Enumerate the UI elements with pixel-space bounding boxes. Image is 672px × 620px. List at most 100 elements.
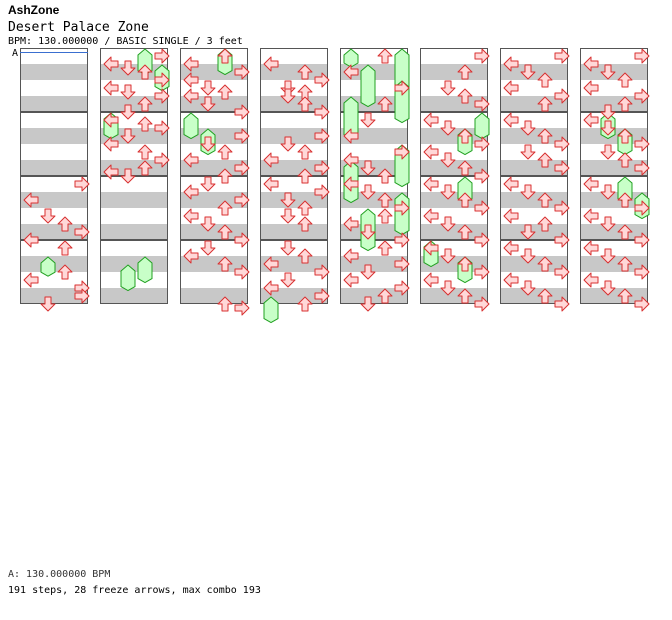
down-arrow-icon [600, 248, 616, 264]
up-arrow-icon [457, 160, 473, 176]
right-arrow-icon [314, 104, 330, 120]
left-arrow-icon [183, 184, 199, 200]
right-arrow-icon [234, 264, 250, 280]
up-arrow-icon [297, 200, 313, 216]
down-arrow-icon [520, 280, 536, 296]
freeze-arrow-icon [360, 64, 376, 108]
beat-stripe [500, 256, 568, 272]
up-arrow-icon [137, 64, 153, 80]
left-arrow-icon [183, 56, 199, 72]
up-arrow-icon [297, 168, 313, 184]
right-arrow-icon [554, 160, 570, 176]
up-arrow-icon [217, 84, 233, 100]
beat-stripe [260, 128, 328, 144]
beat-stripe [580, 288, 648, 304]
down-arrow-icon [520, 64, 536, 80]
down-arrow-icon [200, 96, 216, 112]
right-arrow-icon [394, 256, 410, 272]
right-arrow-icon [634, 264, 650, 280]
down-arrow-icon [200, 240, 216, 256]
down-arrow-icon [280, 136, 296, 152]
right-arrow-icon [314, 288, 330, 304]
up-arrow-icon [297, 216, 313, 232]
beat-stripe [580, 96, 648, 112]
right-arrow-icon [474, 96, 490, 112]
beat-stripe [420, 160, 488, 176]
left-arrow-icon [423, 240, 439, 256]
left-arrow-icon [343, 216, 359, 232]
beat-stripe [580, 160, 648, 176]
up-arrow-icon [537, 128, 553, 144]
down-arrow-icon [600, 120, 616, 136]
beat-stripe [20, 192, 88, 208]
step-stats: 191 steps, 28 freeze arrows, max combo 1… [8, 585, 261, 596]
right-arrow-icon [554, 200, 570, 216]
measure-box [180, 112, 248, 176]
up-arrow-icon [377, 192, 393, 208]
freeze-arrow-icon [474, 112, 490, 140]
right-arrow-icon [154, 88, 170, 104]
right-arrow-icon [554, 264, 570, 280]
beat-stripe [340, 288, 408, 304]
bpm-marker: A [12, 48, 19, 59]
beat-stripe [260, 288, 328, 304]
right-arrow-icon [394, 80, 410, 96]
left-arrow-icon [23, 272, 39, 288]
left-arrow-icon [103, 136, 119, 152]
left-arrow-icon [423, 144, 439, 160]
right-arrow-icon [474, 168, 490, 184]
right-arrow-icon [394, 280, 410, 296]
right-arrow-icon [474, 296, 490, 312]
right-arrow-icon [474, 232, 490, 248]
beat-stripe [340, 256, 408, 272]
beat-stripe [580, 224, 648, 240]
right-arrow-icon [154, 48, 170, 64]
left-arrow-icon [23, 192, 39, 208]
measure-box [260, 112, 328, 176]
down-arrow-icon [120, 168, 136, 184]
down-arrow-icon [600, 144, 616, 160]
freeze-arrow-icon [120, 264, 136, 292]
left-arrow-icon [343, 248, 359, 264]
up-arrow-icon [457, 192, 473, 208]
measure-box [20, 176, 88, 240]
right-arrow-icon [634, 160, 650, 176]
beat-stripe [100, 192, 168, 208]
beat-stripe [20, 288, 88, 304]
beat-stripe [260, 64, 328, 80]
left-arrow-icon [183, 88, 199, 104]
right-arrow-icon [394, 144, 410, 160]
beat-stripe [180, 160, 248, 176]
right-arrow-icon [234, 104, 250, 120]
left-arrow-icon [263, 256, 279, 272]
beat-stripe [500, 288, 568, 304]
beat-stripe [500, 96, 568, 112]
up-arrow-icon [137, 144, 153, 160]
down-arrow-icon [440, 280, 456, 296]
up-arrow-icon [537, 72, 553, 88]
left-arrow-icon [263, 152, 279, 168]
down-arrow-icon [360, 296, 376, 312]
measure-box [260, 176, 328, 240]
beat-stripe [20, 64, 88, 80]
freeze-arrow-icon [40, 256, 56, 277]
left-arrow-icon [343, 176, 359, 192]
right-arrow-icon [314, 184, 330, 200]
beat-stripe [100, 288, 168, 304]
beat-stripe [500, 192, 568, 208]
left-arrow-icon [263, 56, 279, 72]
left-arrow-icon [183, 152, 199, 168]
beat-stripe [20, 96, 88, 112]
left-arrow-icon [503, 272, 519, 288]
up-arrow-icon [457, 128, 473, 144]
left-arrow-icon [183, 72, 199, 88]
right-arrow-icon [474, 48, 490, 64]
beat-stripe [100, 96, 168, 112]
down-arrow-icon [600, 280, 616, 296]
left-arrow-icon [503, 240, 519, 256]
down-arrow-icon [120, 128, 136, 144]
down-arrow-icon [40, 296, 56, 312]
measure-box [20, 112, 88, 176]
left-arrow-icon [503, 176, 519, 192]
measure-box [340, 112, 408, 176]
